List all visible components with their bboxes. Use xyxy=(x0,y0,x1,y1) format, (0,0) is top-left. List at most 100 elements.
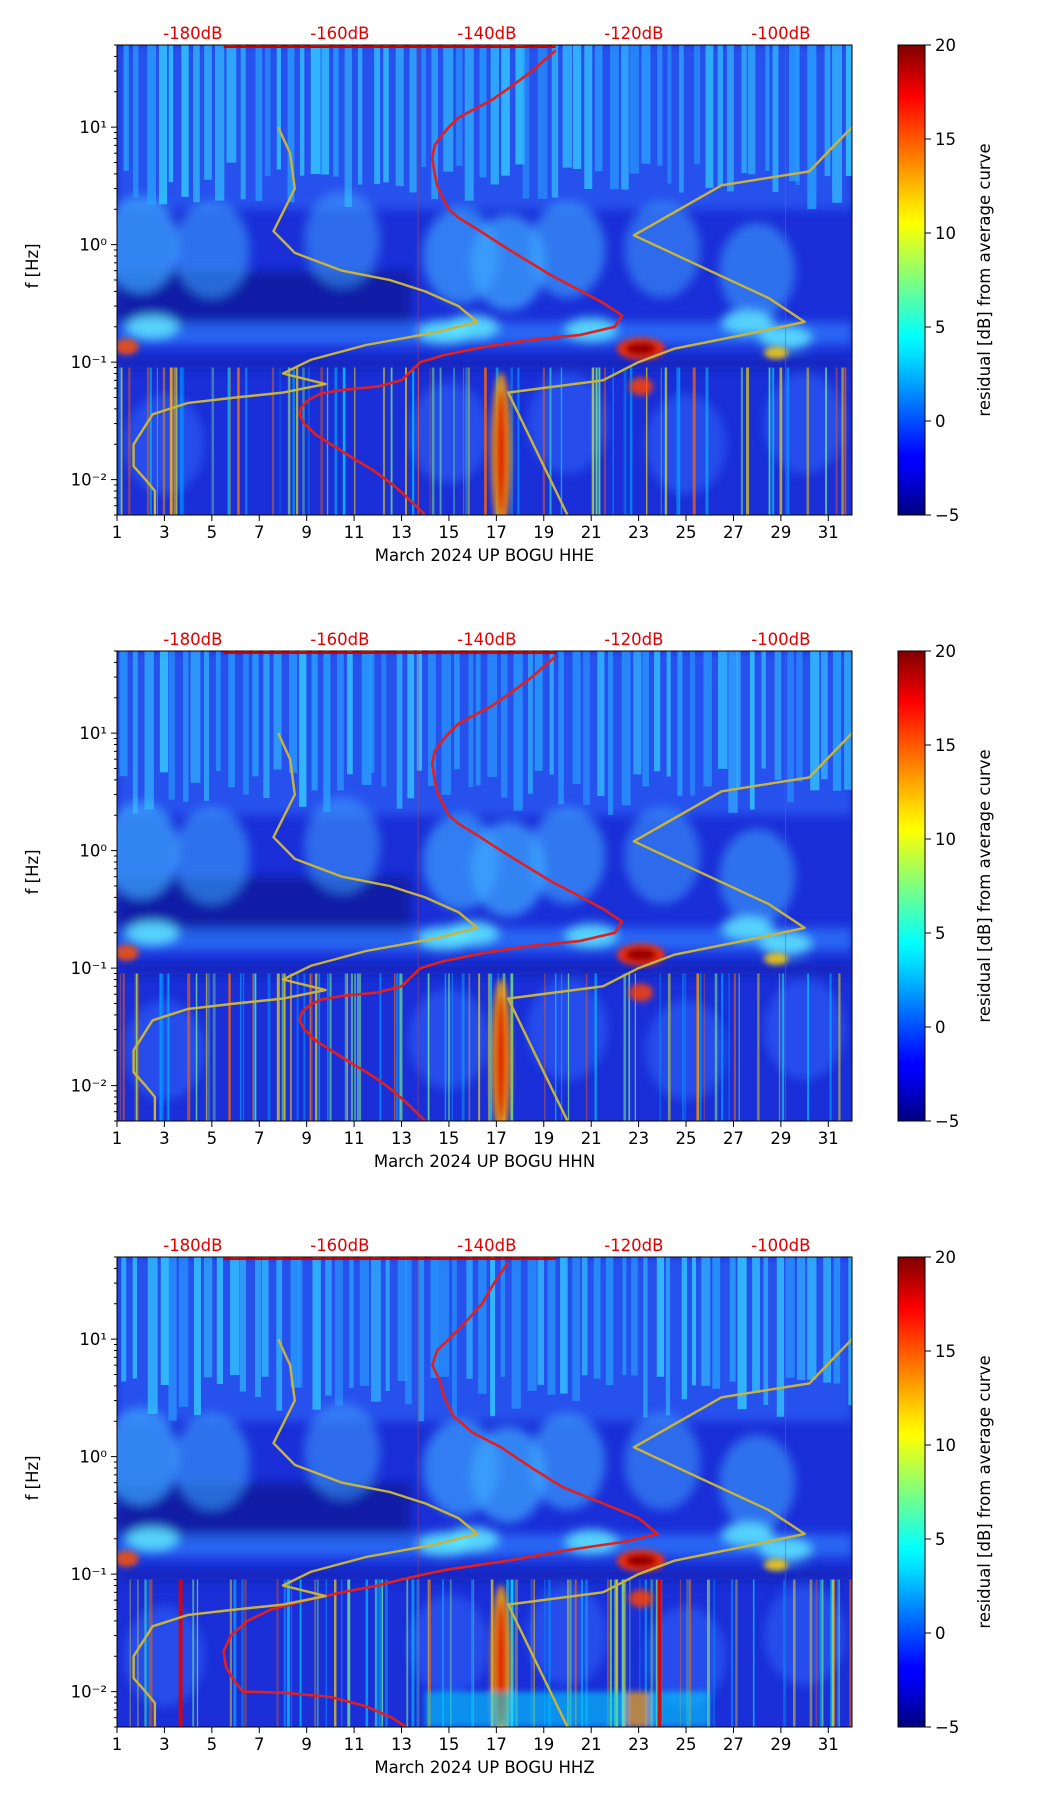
colorbar-tick-label: 5 xyxy=(935,924,946,943)
x-tick-label: 31 xyxy=(818,1129,839,1148)
curve-noise-model-1-hhz xyxy=(132,1338,479,1727)
x-tick-label: 31 xyxy=(818,523,839,542)
daily-stripes xyxy=(121,1257,852,1727)
y-tick-label: 10⁻² xyxy=(71,471,107,490)
colorbar-tick-label: 15 xyxy=(935,1342,956,1361)
top-db-label: -160dB xyxy=(310,1236,369,1255)
y-tick-label: 10⁰ xyxy=(79,1448,107,1467)
x-tick-label: 9 xyxy=(301,1735,312,1754)
y-tick-label: 10⁰ xyxy=(79,236,107,255)
top-db-label: -120dB xyxy=(604,630,663,649)
colorbar-scale xyxy=(897,44,926,516)
top-db-label: -140dB xyxy=(457,24,516,43)
top-db-labels-hhz: -180dB -160dB -140dB -120dB -100dB xyxy=(163,1236,810,1255)
x-tick-label: 19 xyxy=(533,1129,554,1148)
y-tick-label: 10⁰ xyxy=(79,842,107,861)
colorbar-tick-label: 0 xyxy=(935,1624,946,1643)
x-tick-label: 11 xyxy=(344,1735,365,1754)
colorbar-tick-label: 15 xyxy=(935,130,956,149)
curve-average-hhz xyxy=(222,1261,659,1727)
x-tick-label: 5 xyxy=(207,1735,218,1754)
daily-stripes xyxy=(119,651,852,1121)
top-db-label: -100dB xyxy=(751,630,810,649)
x-tick-label: 5 xyxy=(207,1129,218,1148)
curve-noise-model-2-hhz xyxy=(507,1338,852,1727)
y-tick-label: 10⁻¹ xyxy=(71,959,107,978)
hot-spots xyxy=(117,943,789,1121)
x-tick-label: 1 xyxy=(112,1129,123,1148)
spectrogram-hhe xyxy=(117,45,852,515)
x-tick-label: 15 xyxy=(438,1735,459,1754)
colorbar-tick-label: 0 xyxy=(935,412,946,431)
x-tick-label: 21 xyxy=(581,523,602,542)
spectrogram-hhz xyxy=(117,1257,852,1727)
colorbar-hhe: −5 0 5 10 15 20 residual [dB] from average cur… xyxy=(897,36,994,525)
x-tick-label: 15 xyxy=(438,523,459,542)
colorbar-tick-label: 20 xyxy=(935,1248,956,1267)
hot-spots xyxy=(117,337,789,515)
x-tick-label: 21 xyxy=(581,1735,602,1754)
colorbar-tick-label: −5 xyxy=(935,1112,959,1131)
x-tick-label: 23 xyxy=(628,523,649,542)
curve-average-hhn xyxy=(298,655,624,1121)
x-tick-label: 11 xyxy=(344,1129,365,1148)
top-db-label: -160dB xyxy=(310,24,369,43)
hot-spots xyxy=(117,1549,789,1727)
y-tick-label: 10⁻² xyxy=(71,1683,107,1702)
top-db-label: -120dB xyxy=(604,24,663,43)
colorbar-tick-label: −5 xyxy=(935,506,959,525)
x-tick-label: 19 xyxy=(533,523,554,542)
x-tick-label: 27 xyxy=(723,1129,744,1148)
colorbar-tick-label: 20 xyxy=(935,642,956,661)
x-tick-label: 13 xyxy=(391,1735,412,1754)
y-tick-label: 10⁻¹ xyxy=(71,353,107,372)
colorbar-tick-label: 5 xyxy=(935,1530,946,1549)
x-tick-label: 19 xyxy=(533,1735,554,1754)
x-tick-label: 29 xyxy=(770,523,791,542)
x-tick-label: 17 xyxy=(486,1735,507,1754)
colorbar-label: residual [dB] from average curve xyxy=(975,749,994,1022)
x-tick-label: 29 xyxy=(770,1735,791,1754)
top-db-label: -180dB xyxy=(163,1236,222,1255)
y-axis-label: f [Hz] xyxy=(23,243,42,288)
y-axis-hhe: 10⁻² 10⁻¹ 10⁰ 10¹ f [Hz] xyxy=(23,44,117,516)
curve-noise-model-1-hhe xyxy=(132,126,479,515)
x-axis-label: March 2024 UP BOGU HHE xyxy=(375,546,594,565)
x-axis-label: March 2024 UP BOGU HHN xyxy=(374,1152,595,1171)
spectrogram-hhn xyxy=(117,651,852,1121)
x-tick-label: 3 xyxy=(159,1735,170,1754)
colorbar-label: residual [dB] from average curve xyxy=(975,1355,994,1628)
colorbar-hhz: −5 0 5 10 15 20 residual [dB] from average cur… xyxy=(897,1248,994,1737)
colorbar-tick-label: 15 xyxy=(935,736,956,755)
y-axis-label: f [Hz] xyxy=(23,1455,42,1500)
x-tick-label: 23 xyxy=(628,1129,649,1148)
y-tick-label: 10⁻¹ xyxy=(71,1565,107,1584)
x-tick-label: 17 xyxy=(486,523,507,542)
top-db-label: -140dB xyxy=(457,1236,516,1255)
curve-noise-model-2-hhe xyxy=(507,126,852,515)
x-tick-label: 31 xyxy=(818,1735,839,1754)
x-tick-label: 1 xyxy=(112,523,123,542)
x-tick-label: 9 xyxy=(301,1129,312,1148)
y-axis-label: f [Hz] xyxy=(23,849,42,894)
x-tick-label: 3 xyxy=(159,523,170,542)
colorbar-tick-label: 10 xyxy=(935,224,956,243)
x-tick-label: 3 xyxy=(159,1129,170,1148)
x-tick-label: 13 xyxy=(391,1129,412,1148)
x-tick-label: 21 xyxy=(581,1129,602,1148)
x-tick-label: 7 xyxy=(254,1735,265,1754)
x-tick-label: 5 xyxy=(207,523,218,542)
y-tick-label: 10¹ xyxy=(79,724,107,743)
colorbar-tick-label: 10 xyxy=(935,830,956,849)
x-tick-label: 25 xyxy=(676,1735,697,1754)
x-tick-label: 15 xyxy=(438,1129,459,1148)
colorbar-scale xyxy=(897,650,926,1122)
top-db-label: -180dB xyxy=(163,630,222,649)
y-axis-hhn: 10⁻² 10⁻¹ 10⁰ 10¹ f [Hz] xyxy=(23,650,117,1122)
x-tick-label: 29 xyxy=(770,1129,791,1148)
